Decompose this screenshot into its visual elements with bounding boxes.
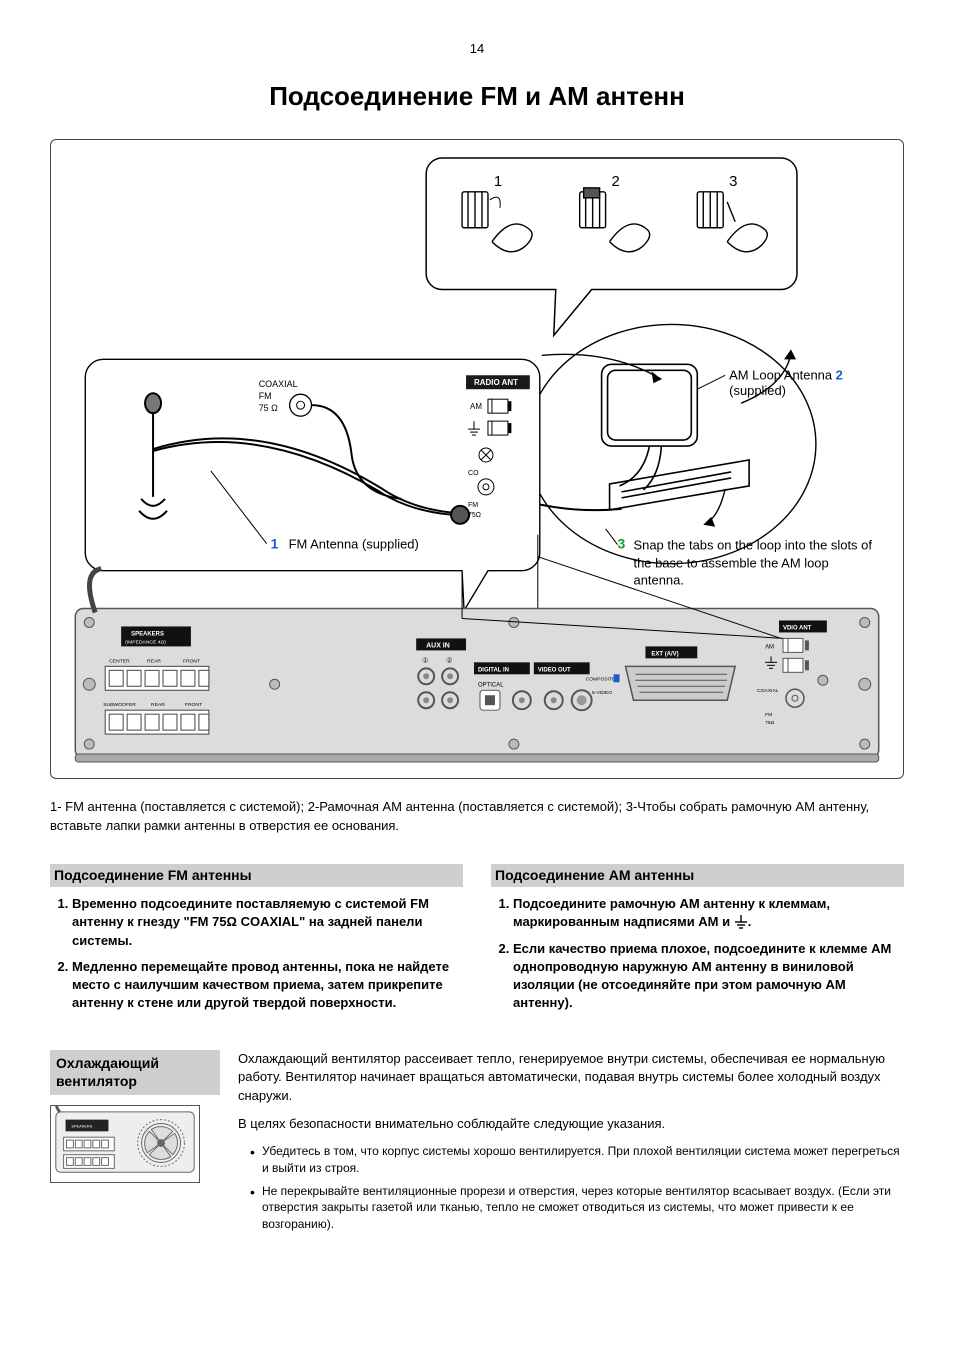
svg-text:REAR: REAR xyxy=(147,658,161,664)
svg-text:EXT (A/V): EXT (A/V) xyxy=(651,651,678,657)
fm-header: Подсоединение FM антенны xyxy=(50,864,463,888)
radio-ant-chip: RADIO ANT xyxy=(474,378,518,387)
step-1-num: 1 xyxy=(494,172,502,189)
fan-para-1: Охлаждающий вентилятор рассеивает тепло,… xyxy=(238,1050,904,1105)
fm-label: FM xyxy=(259,391,272,401)
am-loop-label: AM Loop Antenna 2 xyxy=(729,367,843,382)
svg-text:COAXIAL: COAXIAL xyxy=(757,688,779,694)
fan-bullet-1: Убедитесь в том, что корпус системы хоро… xyxy=(250,1143,904,1177)
page-title: Подсоединение FM и AM антенн xyxy=(50,78,904,114)
svg-text:AM: AM xyxy=(765,644,774,650)
svg-text:COMPOSITE: COMPOSITE xyxy=(586,676,617,682)
fan-section: Охлаждающийвентилятор SPEAKERS xyxy=(50,1050,904,1239)
svg-text:DIGITAL IN: DIGITAL IN xyxy=(478,667,509,673)
svg-text:CO: CO xyxy=(468,470,479,477)
svg-text:FRONT: FRONT xyxy=(185,702,202,708)
page-number: 14 xyxy=(50,40,904,58)
svg-text:FM: FM xyxy=(468,501,478,508)
fm-callout-text: FM Antenna (supplied) xyxy=(289,536,419,551)
svg-text:S-VIDEO: S-VIDEO xyxy=(592,690,613,696)
svg-text:VDIO ANT: VDIO ANT xyxy=(783,625,812,631)
fan-bullet-2: Не перекрывайте вентиляционные прорези и… xyxy=(250,1183,904,1233)
tabs-num: 3 xyxy=(618,535,626,551)
antenna-diagram: 1 2 3 xyxy=(50,139,904,779)
coaxial-label: COAXIAL xyxy=(259,379,298,389)
am-column: Подсоединение AM антенны Подсоедините ра… xyxy=(491,864,904,1021)
diagram-caption: 1- FM антенна (поставляется с системой);… xyxy=(50,797,904,836)
svg-text:REAR: REAR xyxy=(151,702,165,708)
am-header: Подсоединение AM антенны xyxy=(491,864,904,888)
step-2-num: 2 xyxy=(612,172,620,189)
svg-text:FM: FM xyxy=(765,712,772,718)
fan-thumbnail: SPEAKERS xyxy=(50,1105,200,1183)
ohm-label: 75 Ω xyxy=(259,403,278,413)
svg-text:SUBWOOFER: SUBWOOFER xyxy=(103,702,136,708)
svg-text:75Ω: 75Ω xyxy=(468,511,481,518)
svg-text:AUX IN: AUX IN xyxy=(426,642,450,649)
svg-text:CENTER: CENTER xyxy=(109,658,130,664)
fm-step-2: Медленно перемещайте провод антенны, пок… xyxy=(72,958,463,1013)
svg-text:75Ω: 75Ω xyxy=(765,720,775,726)
svg-text:①: ① xyxy=(422,656,428,664)
svg-text:SPEAKERS: SPEAKERS xyxy=(71,1123,92,1128)
am-step-2: Если качество приема плохое, подсоединит… xyxy=(513,940,904,1013)
am-loop-supplied: (supplied) xyxy=(729,383,786,398)
fan-title: Охлаждающийвентилятор xyxy=(50,1050,220,1094)
step-3-num: 3 xyxy=(729,172,737,189)
fm-step-1: Временно подсоедините поставляемую с сис… xyxy=(72,895,463,950)
fm-column: Подсоединение FM антенны Временно подсое… xyxy=(50,864,463,1021)
fm-callout-num: 1 xyxy=(271,535,279,551)
diagram-svg: 1 2 3 xyxy=(61,150,893,768)
ground-icon xyxy=(734,915,748,931)
am-step-1: Подсоедините рамочную AM антенну к клемм… xyxy=(513,895,904,931)
svg-text:②: ② xyxy=(446,656,452,664)
svg-text:SPEAKERS: SPEAKERS xyxy=(131,631,164,637)
svg-text:OPTICAL: OPTICAL xyxy=(478,682,504,688)
fan-para-2: В целях безопасности внимательно соблюда… xyxy=(238,1115,904,1133)
svg-text:AM: AM xyxy=(470,402,482,411)
svg-text:(IMPEDANCE 4Ω): (IMPEDANCE 4Ω) xyxy=(125,639,166,645)
svg-text:VIDEO OUT: VIDEO OUT xyxy=(538,667,571,673)
svg-text:FRONT: FRONT xyxy=(183,658,200,664)
tabs-text: Snap the tabs on the loop into the slots… xyxy=(633,536,882,588)
